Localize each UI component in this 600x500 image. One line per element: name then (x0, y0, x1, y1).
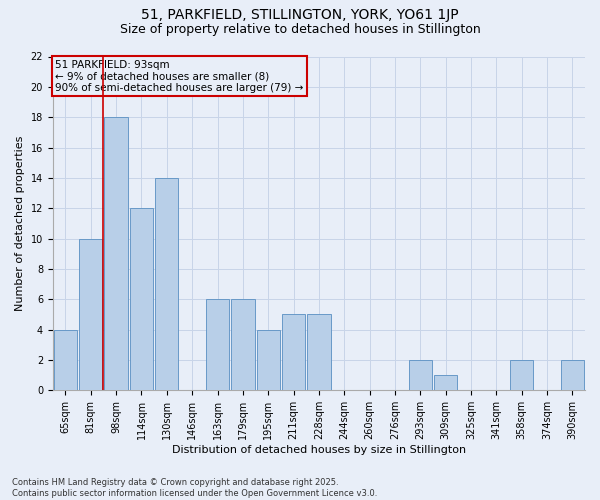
Bar (409, 360, 432, 390)
Bar (104, 117, 128, 390)
Y-axis label: Number of detached properties: Number of detached properties (15, 136, 25, 311)
Bar (434, 375, 457, 390)
Bar (307, 314, 331, 390)
Bar (560, 360, 584, 390)
Text: 51 PARKFIELD: 93sqm
← 9% of detached houses are smaller (8)
90% of semi-detached: 51 PARKFIELD: 93sqm ← 9% of detached hou… (55, 60, 304, 92)
Bar (54, 330, 77, 390)
Bar (510, 360, 533, 390)
Bar (231, 300, 254, 390)
Text: Size of property relative to detached houses in Stillington: Size of property relative to detached ho… (119, 22, 481, 36)
Bar (282, 314, 305, 390)
Text: Contains HM Land Registry data © Crown copyright and database right 2025.
Contai: Contains HM Land Registry data © Crown c… (12, 478, 377, 498)
Text: 51, PARKFIELD, STILLINGTON, YORK, YO61 1JP: 51, PARKFIELD, STILLINGTON, YORK, YO61 1… (141, 8, 459, 22)
Bar (206, 300, 229, 390)
Bar (155, 178, 178, 390)
Bar (79, 238, 103, 390)
Bar (130, 208, 153, 390)
Bar (257, 330, 280, 390)
X-axis label: Distribution of detached houses by size in Stillington: Distribution of detached houses by size … (172, 445, 466, 455)
